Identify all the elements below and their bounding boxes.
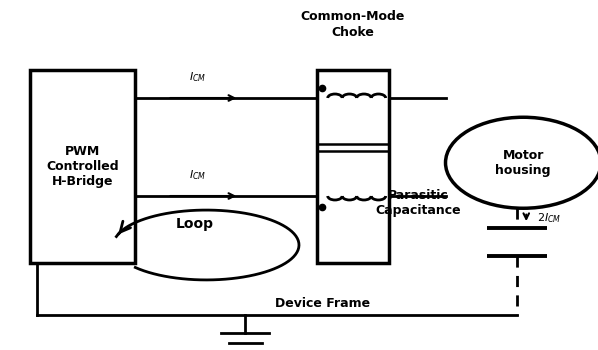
Text: $I_{CM}$: $I_{CM}$: [189, 70, 206, 84]
Circle shape: [446, 117, 598, 208]
Text: Device Frame: Device Frame: [275, 297, 370, 310]
Text: $I_{CM}$: $I_{CM}$: [189, 168, 206, 182]
Text: Loop: Loop: [175, 217, 213, 231]
Text: $2I_{CM}$: $2I_{CM}$: [537, 211, 562, 225]
Bar: [317, 70, 389, 262]
Bar: [30, 70, 135, 262]
Text: Parasitic
Capacitance: Parasitic Capacitance: [376, 189, 462, 217]
Text: PWM
Controlled
H-Bridge: PWM Controlled H-Bridge: [46, 145, 118, 188]
Text: Common-Mode
Choke: Common-Mode Choke: [301, 10, 405, 38]
Text: Motor
housing: Motor housing: [496, 149, 551, 177]
